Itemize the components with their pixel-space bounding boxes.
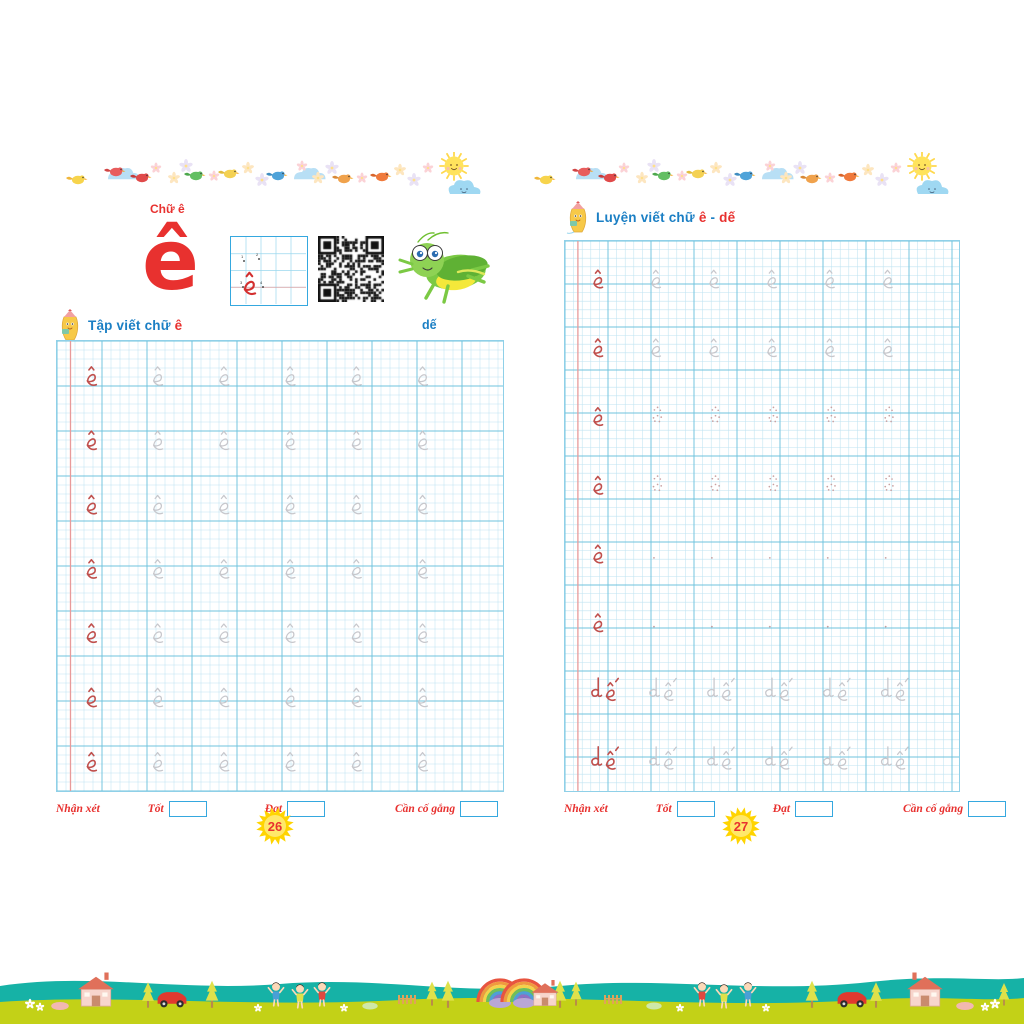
assessment-option-label-dat-right: Đạt xyxy=(772,803,791,815)
assessment-checkbox-dat-left[interactable] xyxy=(287,801,326,817)
assessment-checkbox-tot-left[interactable] xyxy=(168,801,207,817)
page-number-left: 26 xyxy=(255,806,295,846)
pencil-mascot-icon xyxy=(564,200,590,234)
left-heading-row: Tập viết chữ ê xyxy=(56,308,182,342)
assessment-option-label-tot-right: Tốt xyxy=(655,803,672,815)
qr-code[interactable] xyxy=(318,236,384,302)
writing-grid-right[interactable] xyxy=(564,240,960,792)
word-label-de: dế xyxy=(422,318,437,332)
writing-grid-left[interactable] xyxy=(56,340,504,792)
left-heading-text: Tập viết chữ ê xyxy=(88,317,183,333)
top-decorative-border-left xyxy=(56,152,504,202)
page-number-left-text: 26 xyxy=(267,818,283,834)
right-heading-text: Luyện viết chữ ê - dế xyxy=(596,209,736,225)
page-number-right: 27 xyxy=(721,806,761,846)
page-number-right-text: 27 xyxy=(733,818,749,834)
right-heading-row: Luyện viết chữ ê - dế xyxy=(564,200,735,234)
svg-text:2: 2 xyxy=(256,252,259,257)
cricket-illustration xyxy=(398,228,490,308)
top-decorative-border-right xyxy=(524,152,972,202)
assessment-strip-left: Nhận xét Tốt Đạt Cần cố gắng xyxy=(56,798,499,820)
stroke-order-guide-box: 1 2 3 4 xyxy=(230,236,308,306)
assessment-option-label-tot-left: Tốt xyxy=(147,803,164,815)
svg-text:1: 1 xyxy=(241,254,244,259)
assessment-checkbox-cancogang-left[interactable] xyxy=(460,801,499,817)
assessment-strip-right: Nhận xét Tốt Đạt Cần cố gắng xyxy=(564,798,1007,820)
assessment-checkbox-tot-right[interactable] xyxy=(676,801,715,817)
big-letter-display: ê xyxy=(142,211,199,309)
bottom-landscape-scene xyxy=(0,952,1024,1024)
pencil-mascot-icon xyxy=(56,308,82,342)
assessment-checkbox-cancogang-right[interactable] xyxy=(968,801,1007,817)
right-page: Luyện viết chữ ê - dế Nhận xét Tốt Đạt C… xyxy=(512,140,1007,870)
left-page: Chữ ê ê 1 2 3 4 dế Tập viết chữ ê Nhận xét … xyxy=(44,140,512,870)
svg-text:4: 4 xyxy=(260,280,263,285)
assessment-title-right: Nhận xét xyxy=(564,803,608,815)
assessment-title-left: Nhận xét xyxy=(56,803,100,815)
chu-title-left: Chữ ê xyxy=(150,202,185,216)
assessment-option-label-cancogang-right: Cần cố gắng xyxy=(903,803,964,815)
svg-text:3: 3 xyxy=(240,280,243,285)
assessment-checkbox-dat-right[interactable] xyxy=(795,801,834,817)
assessment-option-label-cancogang-left: Cần cố gắng xyxy=(395,803,456,815)
